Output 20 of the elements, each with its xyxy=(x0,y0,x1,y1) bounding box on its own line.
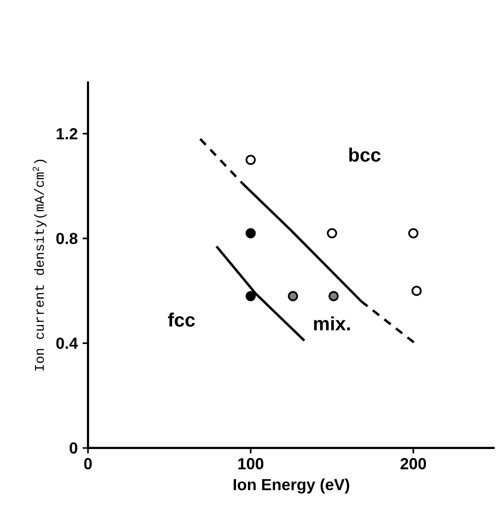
annotation: mix. xyxy=(314,316,350,330)
point xyxy=(408,228,418,238)
point xyxy=(246,290,256,302)
x-axis-title: Ion Energy (eV) xyxy=(234,478,350,494)
annotation: bcc xyxy=(349,148,381,162)
point xyxy=(328,290,339,302)
x-tick-label: 0 xyxy=(84,458,92,470)
point xyxy=(288,290,298,302)
point xyxy=(246,154,256,166)
x-tick-label: 200 xyxy=(400,458,426,470)
point xyxy=(411,286,422,296)
point xyxy=(246,228,256,238)
y-axis-title: Ion current density(mA/cm$^{2}$) xyxy=(32,160,47,370)
x-tick-label: 100 xyxy=(238,458,264,470)
y-tick-label: 0 xyxy=(70,442,78,454)
y-tick-label: 0.8 xyxy=(56,232,78,244)
annotation: fcc xyxy=(168,312,195,327)
y-tick-label: 1.2 xyxy=(56,128,78,140)
y-tick-label: 0.4 xyxy=(56,338,78,349)
point xyxy=(326,228,338,238)
